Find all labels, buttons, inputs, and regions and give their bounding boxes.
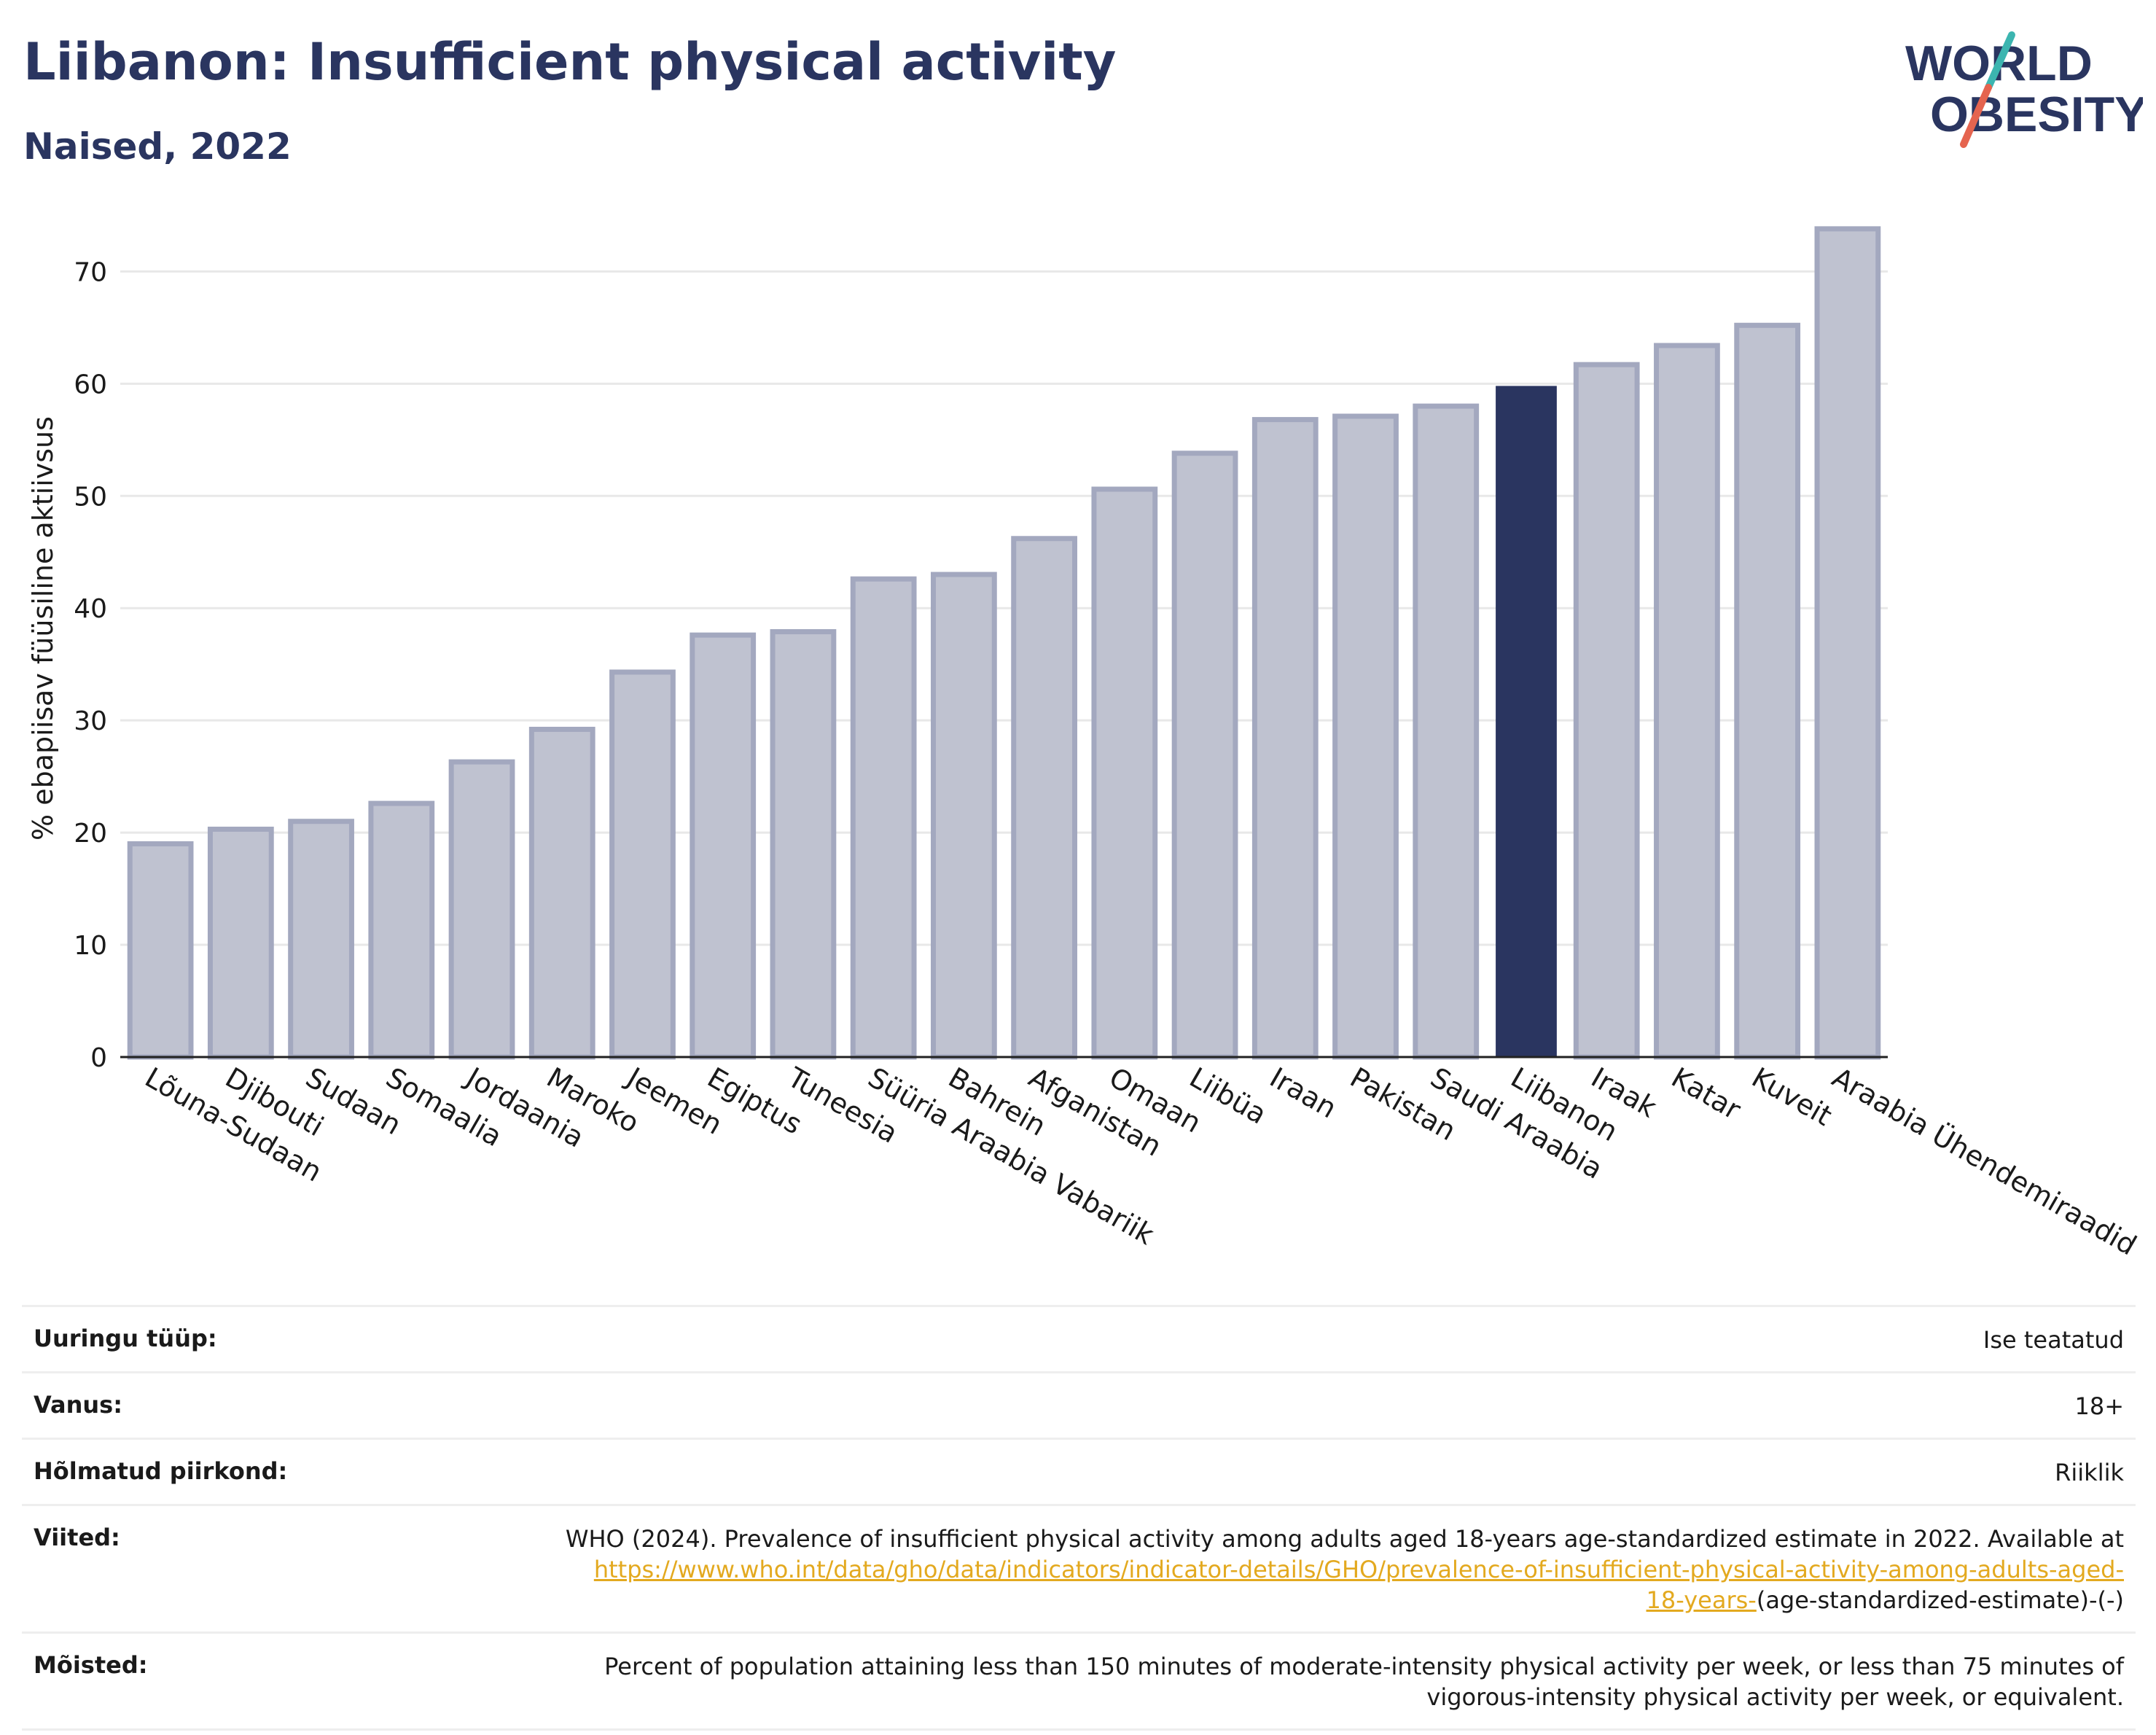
meta-label: Uuringu tüüp:	[34, 1325, 217, 1352]
meta-row-age: Vanus: 18+	[22, 1371, 2136, 1438]
bars	[127, 226, 1881, 1060]
x-tick-label: Iraan	[1265, 1061, 1342, 1125]
x-tick-label: Kuveit	[1746, 1061, 1837, 1132]
bar-omaan	[1091, 486, 1158, 1060]
x-tick-label: Araabia Ühendemiraadid	[1827, 1061, 2141, 1262]
meta-row-definitions: Mõisted: Percent of population attaining…	[22, 1631, 2136, 1731]
bar-jeemen	[609, 669, 676, 1060]
meta-row-survey-type: Uuringu tüüp: Ise teatatud	[22, 1305, 2136, 1371]
logo-slash-bottom	[1960, 84, 1992, 148]
bar-chart: 010203040506070Lõuna-SudaanDjiboutiSudaa…	[27, 226, 2142, 1262]
bar-saudi-araabia	[1413, 403, 1480, 1060]
bar-bahrein	[931, 572, 997, 1060]
meta-value: WHO (2024). Prevalence of insufficient p…	[557, 1524, 2124, 1615]
bar-jordaania	[448, 759, 515, 1060]
bar-araabia-ühendemiraadid	[1814, 226, 1881, 1060]
meta-row-references: Viited: WHO (2024). Prevalence of insuff…	[22, 1504, 2136, 1631]
x-tick-label: Katar	[1666, 1061, 1746, 1126]
y-tick-label: 50	[74, 482, 107, 512]
meta-row-region: Hõlmatud piirkond: Riiklik	[22, 1438, 2136, 1504]
meta-value: 18+	[2074, 1392, 2124, 1420]
bar-liibanon	[1496, 386, 1557, 1057]
meta-value: Ise teatatud	[1983, 1326, 2124, 1354]
meta-label: Mõisted:	[34, 1651, 148, 1679]
bar-süüria-araabia-vabariik	[850, 576, 917, 1060]
reference-suffix: (age-standardized-estimate)-(-)	[1756, 1586, 2124, 1614]
bar-djibouti	[207, 826, 274, 1060]
meta-value: Percent of population attaining less tha…	[604, 1653, 2124, 1711]
bar-kuveit	[1734, 322, 1801, 1060]
meta-label: Vanus:	[34, 1391, 123, 1419]
bar-pakistan	[1332, 413, 1399, 1060]
metadata-table: Uuringu tüüp: Ise teatatud Vanus: 18+ Hõ…	[22, 1305, 2136, 1731]
y-axis-title: % ebapiisav füüsiline aktiivsus	[27, 416, 59, 841]
bar-iraan	[1251, 417, 1319, 1060]
y-tick-label: 10	[74, 931, 107, 961]
bar-somaalia	[368, 800, 435, 1060]
bar-maroko	[528, 726, 595, 1060]
y-tick-label: 20	[74, 819, 107, 849]
bar-liibüa	[1171, 451, 1238, 1060]
bar-lõuna-sudaan	[127, 841, 194, 1060]
y-tick-label: 40	[74, 594, 107, 624]
y-tick-label: 30	[74, 706, 107, 736]
bar-sudaan	[288, 819, 354, 1060]
chart-title: Liibanon: Insufficient physical activity	[23, 32, 1117, 92]
meta-value: Riiklik	[2055, 1459, 2124, 1486]
y-tick-label: 0	[90, 1043, 107, 1073]
bar-afganistan	[1011, 536, 1078, 1060]
meta-label: Viited:	[34, 1524, 120, 1551]
y-tick-label: 60	[74, 370, 107, 399]
world-obesity-logo: WORLD OBESITY	[1905, 31, 2143, 148]
y-tick-label: 70	[74, 257, 107, 287]
bar-katar	[1654, 343, 1720, 1060]
meta-label: Hõlmatud piirkond:	[34, 1457, 288, 1485]
reference-text: WHO (2024). Prevalence of insufficient p…	[565, 1525, 2124, 1553]
chart-subtitle: Naised, 2022	[23, 125, 292, 168]
reference-link[interactable]: https://www.who.int/data/gho/data/indica…	[593, 1556, 2124, 1614]
bar-iraak	[1573, 362, 1640, 1060]
bar-egiptus	[690, 632, 757, 1060]
bar-tuneesia	[770, 629, 837, 1060]
logo-slash-top	[1985, 31, 2015, 91]
